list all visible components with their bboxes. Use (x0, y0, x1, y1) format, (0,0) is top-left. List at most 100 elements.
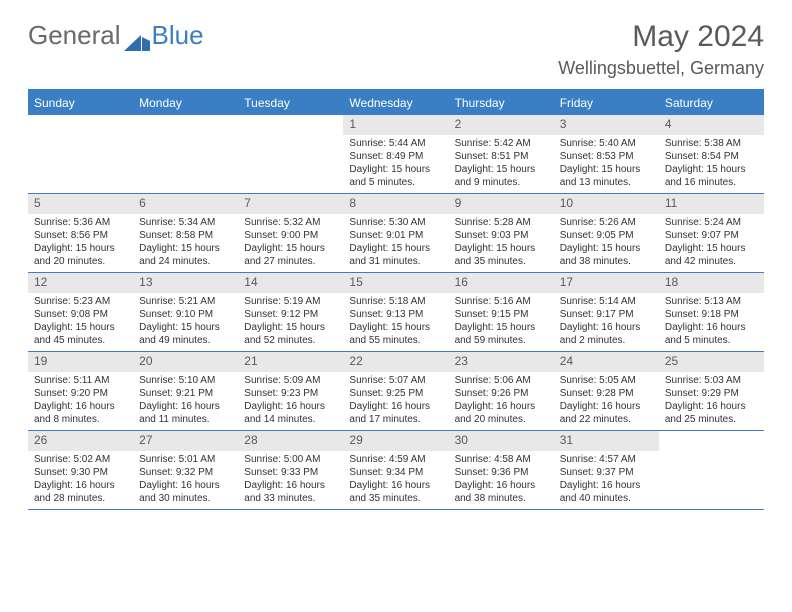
sunset-text: Sunset: 9:00 PM (244, 229, 337, 242)
sunset-text: Sunset: 9:08 PM (34, 308, 127, 321)
daylight-text: Daylight: 16 hours and 17 minutes. (349, 400, 442, 426)
day-number: 5 (28, 194, 133, 214)
week-row: 5Sunrise: 5:36 AMSunset: 8:56 PMDaylight… (28, 194, 764, 273)
day-cell: 22Sunrise: 5:07 AMSunset: 9:25 PMDayligh… (343, 352, 448, 430)
sunrise-text: Sunrise: 5:16 AM (455, 295, 548, 308)
sunrise-text: Sunrise: 5:00 AM (244, 453, 337, 466)
sunrise-text: Sunrise: 5:14 AM (560, 295, 653, 308)
day-body: Sunrise: 4:58 AMSunset: 9:36 PMDaylight:… (449, 451, 554, 509)
sunset-text: Sunset: 9:26 PM (455, 387, 548, 400)
day-number: 17 (554, 273, 659, 293)
sunrise-text: Sunrise: 5:19 AM (244, 295, 337, 308)
day-body: Sunrise: 5:34 AMSunset: 8:58 PMDaylight:… (133, 214, 238, 272)
daylight-text: Daylight: 15 hours and 38 minutes. (560, 242, 653, 268)
day-number: 1 (343, 115, 448, 135)
daylight-text: Daylight: 15 hours and 27 minutes. (244, 242, 337, 268)
day-cell: 1Sunrise: 5:44 AMSunset: 8:49 PMDaylight… (343, 115, 448, 193)
day-number: 3 (554, 115, 659, 135)
day-body: Sunrise: 4:57 AMSunset: 9:37 PMDaylight:… (554, 451, 659, 509)
day-number: 11 (659, 194, 764, 214)
sunrise-text: Sunrise: 5:02 AM (34, 453, 127, 466)
day-body: Sunrise: 5:26 AMSunset: 9:05 PMDaylight:… (554, 214, 659, 272)
day-cell: 16Sunrise: 5:16 AMSunset: 9:15 PMDayligh… (449, 273, 554, 351)
day-cell: 27Sunrise: 5:01 AMSunset: 9:32 PMDayligh… (133, 431, 238, 509)
daylight-text: Daylight: 16 hours and 35 minutes. (349, 479, 442, 505)
sunrise-text: Sunrise: 5:07 AM (349, 374, 442, 387)
day-cell: 26Sunrise: 5:02 AMSunset: 9:30 PMDayligh… (28, 431, 133, 509)
day-number: 9 (449, 194, 554, 214)
day-body: Sunrise: 5:21 AMSunset: 9:10 PMDaylight:… (133, 293, 238, 351)
day-cell: 18Sunrise: 5:13 AMSunset: 9:18 PMDayligh… (659, 273, 764, 351)
day-number: 25 (659, 352, 764, 372)
month-title: May 2024 (558, 20, 764, 54)
day-cell: 25Sunrise: 5:03 AMSunset: 9:29 PMDayligh… (659, 352, 764, 430)
daylight-text: Daylight: 16 hours and 20 minutes. (455, 400, 548, 426)
sunset-text: Sunset: 9:17 PM (560, 308, 653, 321)
daylight-text: Daylight: 15 hours and 31 minutes. (349, 242, 442, 268)
day-cell: 7Sunrise: 5:32 AMSunset: 9:00 PMDaylight… (238, 194, 343, 272)
sunrise-text: Sunrise: 5:11 AM (34, 374, 127, 387)
sunset-text: Sunset: 8:56 PM (34, 229, 127, 242)
day-body: Sunrise: 5:42 AMSunset: 8:51 PMDaylight:… (449, 135, 554, 193)
day-body: Sunrise: 5:10 AMSunset: 9:21 PMDaylight:… (133, 372, 238, 430)
day-cell: 12Sunrise: 5:23 AMSunset: 9:08 PMDayligh… (28, 273, 133, 351)
day-number: 22 (343, 352, 448, 372)
weekday-cell: Thursday (449, 91, 554, 115)
day-cell: 21Sunrise: 5:09 AMSunset: 9:23 PMDayligh… (238, 352, 343, 430)
sunrise-text: Sunrise: 5:26 AM (560, 216, 653, 229)
daylight-text: Daylight: 16 hours and 14 minutes. (244, 400, 337, 426)
day-number: 18 (659, 273, 764, 293)
sunrise-text: Sunrise: 5:06 AM (455, 374, 548, 387)
header: General Blue May 2024 Wellingsbuettel, G… (28, 20, 764, 79)
location: Wellingsbuettel, Germany (558, 58, 764, 79)
day-number: 21 (238, 352, 343, 372)
daylight-text: Daylight: 16 hours and 22 minutes. (560, 400, 653, 426)
sunrise-text: Sunrise: 5:03 AM (665, 374, 758, 387)
sunset-text: Sunset: 8:54 PM (665, 150, 758, 163)
daylight-text: Daylight: 15 hours and 16 minutes. (665, 163, 758, 189)
day-body: Sunrise: 5:05 AMSunset: 9:28 PMDaylight:… (554, 372, 659, 430)
weekday-cell: Wednesday (343, 91, 448, 115)
week-row: 1Sunrise: 5:44 AMSunset: 8:49 PMDaylight… (28, 115, 764, 194)
sunrise-text: Sunrise: 5:34 AM (139, 216, 232, 229)
sunrise-text: Sunrise: 5:32 AM (244, 216, 337, 229)
sunset-text: Sunset: 9:33 PM (244, 466, 337, 479)
sunset-text: Sunset: 9:01 PM (349, 229, 442, 242)
day-number: 15 (343, 273, 448, 293)
sunrise-text: Sunrise: 5:09 AM (244, 374, 337, 387)
day-cell: 29Sunrise: 4:59 AMSunset: 9:34 PMDayligh… (343, 431, 448, 509)
day-cell: 9Sunrise: 5:28 AMSunset: 9:03 PMDaylight… (449, 194, 554, 272)
day-number: 6 (133, 194, 238, 214)
day-number: 16 (449, 273, 554, 293)
daylight-text: Daylight: 15 hours and 24 minutes. (139, 242, 232, 268)
weekday-cell: Saturday (659, 91, 764, 115)
day-number: 23 (449, 352, 554, 372)
day-number: 10 (554, 194, 659, 214)
day-number: 30 (449, 431, 554, 451)
sunrise-text: Sunrise: 5:24 AM (665, 216, 758, 229)
sunset-text: Sunset: 9:30 PM (34, 466, 127, 479)
day-number: 4 (659, 115, 764, 135)
week-row: 26Sunrise: 5:02 AMSunset: 9:30 PMDayligh… (28, 431, 764, 510)
day-cell: 20Sunrise: 5:10 AMSunset: 9:21 PMDayligh… (133, 352, 238, 430)
sunrise-text: Sunrise: 5:21 AM (139, 295, 232, 308)
sunrise-text: Sunrise: 5:18 AM (349, 295, 442, 308)
day-number: 29 (343, 431, 448, 451)
sunrise-text: Sunrise: 4:58 AM (455, 453, 548, 466)
day-number: 27 (133, 431, 238, 451)
day-cell: 13Sunrise: 5:21 AMSunset: 9:10 PMDayligh… (133, 273, 238, 351)
day-number: 28 (238, 431, 343, 451)
sunrise-text: Sunrise: 5:38 AM (665, 137, 758, 150)
daylight-text: Daylight: 16 hours and 28 minutes. (34, 479, 127, 505)
sunset-text: Sunset: 9:32 PM (139, 466, 232, 479)
sunset-text: Sunset: 8:49 PM (349, 150, 442, 163)
day-cell: 10Sunrise: 5:26 AMSunset: 9:05 PMDayligh… (554, 194, 659, 272)
sunset-text: Sunset: 9:10 PM (139, 308, 232, 321)
sunset-text: Sunset: 9:37 PM (560, 466, 653, 479)
day-cell: 30Sunrise: 4:58 AMSunset: 9:36 PMDayligh… (449, 431, 554, 509)
sunset-text: Sunset: 9:36 PM (455, 466, 548, 479)
sunset-text: Sunset: 9:13 PM (349, 308, 442, 321)
day-body: Sunrise: 5:18 AMSunset: 9:13 PMDaylight:… (343, 293, 448, 351)
day-body: Sunrise: 5:11 AMSunset: 9:20 PMDaylight:… (28, 372, 133, 430)
day-body: Sunrise: 5:30 AMSunset: 9:01 PMDaylight:… (343, 214, 448, 272)
